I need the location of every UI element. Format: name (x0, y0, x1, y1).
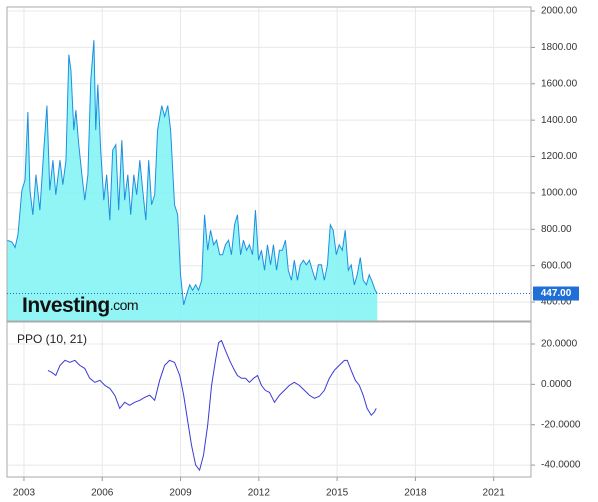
x-tick-label: 2009 (169, 488, 192, 499)
y-tick-label: 800.00 (541, 224, 572, 235)
y-tick-label: 600.00 (541, 260, 572, 271)
y-tick-label: 400.00 (541, 297, 572, 308)
labels: 400.00 600.00 800.00 1000.00 1200.00 1400.00 1… (13, 6, 581, 499)
ppo-title: PPO (10, 21) (17, 332, 87, 346)
logo-text: Investing (22, 294, 110, 317)
ppo-frame (6, 321, 532, 478)
price-frame (6, 6, 532, 322)
y-tick-label: 1600.00 (541, 78, 578, 89)
y-tick-label: 1800.00 (541, 42, 578, 53)
y-tick-label: 0.0000 (541, 379, 572, 390)
last-value-label: 447.00 (541, 288, 572, 299)
price-panel (7, 40, 378, 321)
logo-suffix: .com (110, 297, 138, 313)
ppo-panel (47, 339, 377, 472)
y-tick-label: -40.0000 (541, 460, 581, 471)
y-tick-label: -20.0000 (541, 419, 581, 430)
x-tick-label: 2006 (91, 488, 114, 499)
x-tick-label: 2021 (483, 488, 506, 499)
x-tick-label: 2003 (13, 488, 36, 499)
y-tick-label: 2000.00 (541, 6, 578, 17)
y-tick-label: 1400.00 (541, 115, 578, 126)
ppo-line (47, 339, 377, 472)
x-tick-label: 2012 (248, 488, 271, 499)
last-value-box (533, 286, 579, 301)
logo: Investing.com (22, 294, 138, 317)
x-tick-label: 2015 (326, 488, 349, 499)
price-line (7, 40, 378, 305)
y-tick-label: 20.0000 (541, 339, 578, 350)
y-tick-label: 1000.00 (541, 188, 578, 199)
x-tick-label: 2018 (404, 488, 427, 499)
y-tick-label: 1200.00 (541, 151, 578, 162)
area-fill (7, 40, 378, 321)
